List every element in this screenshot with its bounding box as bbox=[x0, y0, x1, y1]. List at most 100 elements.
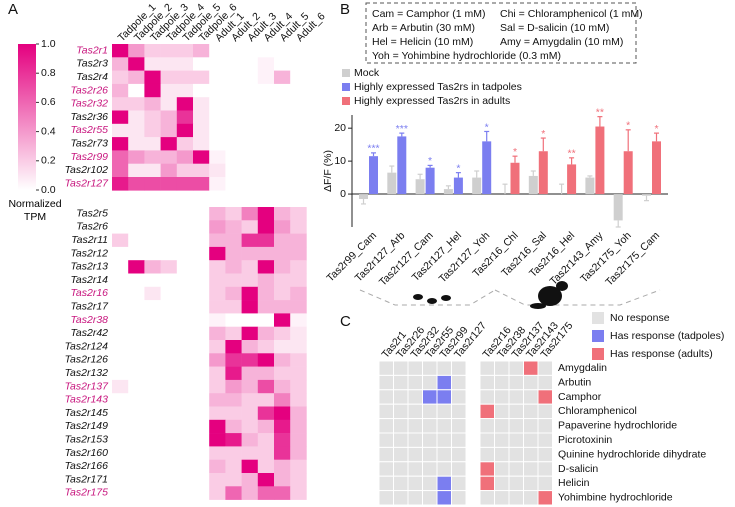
heat-cell bbox=[112, 246, 129, 261]
bar bbox=[623, 151, 633, 195]
heat-cell bbox=[193, 246, 210, 261]
legend-label: Highly expressed Tas2rs in adults bbox=[354, 95, 510, 107]
heat-cell bbox=[193, 353, 210, 367]
heat-cell bbox=[144, 233, 161, 248]
response-cell bbox=[508, 490, 524, 506]
heat-cell bbox=[274, 273, 291, 288]
heat-cell bbox=[144, 207, 161, 221]
bar bbox=[567, 164, 577, 195]
heat-cell bbox=[176, 273, 194, 288]
response-cell bbox=[451, 475, 467, 492]
response-cell bbox=[537, 403, 553, 420]
response-cell bbox=[479, 475, 495, 492]
heat-cell bbox=[257, 57, 275, 71]
heat-cell bbox=[274, 44, 291, 58]
row-label: Picrotoxinin bbox=[558, 434, 612, 446]
response-cell bbox=[378, 389, 394, 405]
row-label: Yohimbine hydrochloride bbox=[558, 492, 673, 504]
heat-cell bbox=[257, 459, 275, 474]
heat-cell bbox=[144, 163, 161, 178]
row-label: Quinine hydrochloride dihydrate bbox=[558, 448, 706, 460]
heat-cell bbox=[176, 433, 194, 447]
heat-cell bbox=[112, 97, 129, 111]
significance: *** bbox=[367, 143, 379, 155]
heat-cell bbox=[144, 246, 161, 261]
response-cell bbox=[537, 475, 553, 492]
heat-cell bbox=[241, 110, 259, 125]
heat-cell bbox=[290, 486, 307, 500]
heat-cell bbox=[193, 273, 210, 288]
heat-cell bbox=[225, 97, 242, 111]
response-cell bbox=[479, 490, 495, 506]
heat-cell bbox=[144, 433, 161, 447]
heat-cell bbox=[112, 473, 129, 487]
response-cell bbox=[407, 403, 423, 420]
heat-cell bbox=[290, 419, 307, 434]
row-label: Papaverine hydrochloride bbox=[558, 420, 677, 432]
heat-cell bbox=[274, 340, 291, 354]
heat-cell bbox=[257, 110, 275, 125]
response-cell bbox=[393, 461, 409, 477]
heat-cell bbox=[128, 406, 145, 421]
row-label: Helicin bbox=[558, 477, 590, 489]
heat-cell bbox=[193, 137, 210, 151]
heat-cell bbox=[144, 459, 161, 474]
heat-cell bbox=[290, 246, 307, 261]
heat-cell bbox=[112, 70, 129, 85]
response-cell bbox=[508, 475, 524, 492]
heat-cell bbox=[225, 137, 242, 151]
row-label: Tas2r32 bbox=[70, 98, 108, 110]
heat-cell bbox=[257, 177, 275, 191]
heat-cell bbox=[144, 273, 161, 288]
heat-cell bbox=[274, 300, 291, 314]
heat-cell bbox=[225, 446, 242, 460]
heat-cell bbox=[274, 353, 291, 367]
response-cell bbox=[494, 490, 510, 506]
heat-cell bbox=[225, 473, 242, 487]
heat-cell bbox=[160, 233, 178, 248]
heat-cell bbox=[290, 340, 307, 354]
colorbar-label: Normalized TPM bbox=[8, 198, 62, 223]
heat-cell bbox=[193, 44, 210, 58]
note: Yoh = Yohimbine hydrochloride (0.3 mM) bbox=[372, 50, 561, 62]
heat-cell bbox=[290, 163, 307, 178]
response-cell bbox=[537, 389, 553, 405]
bar bbox=[415, 179, 425, 195]
heat-cell bbox=[257, 340, 275, 354]
response-cell bbox=[523, 490, 539, 506]
heat-cell bbox=[274, 379, 291, 394]
heat-cell bbox=[290, 433, 307, 447]
heat-cell bbox=[144, 70, 161, 85]
heat-cell bbox=[112, 110, 129, 125]
heat-cell bbox=[274, 433, 291, 447]
heat-cell bbox=[241, 379, 259, 394]
panel-label: C bbox=[340, 313, 351, 330]
heat-cell bbox=[193, 313, 210, 327]
response-cell bbox=[451, 389, 467, 405]
heat-cell bbox=[193, 207, 210, 221]
row-label: D-salicin bbox=[558, 463, 598, 475]
heat-cell bbox=[193, 393, 210, 407]
response-cell bbox=[494, 461, 510, 477]
heat-cell bbox=[128, 433, 145, 447]
row-label: Tas2r5 bbox=[76, 207, 108, 219]
heat-cell bbox=[128, 313, 145, 327]
heat-cell bbox=[241, 177, 259, 191]
heat-cell bbox=[193, 486, 210, 500]
heat-cell bbox=[160, 97, 178, 111]
heat-cell bbox=[241, 366, 259, 381]
heat-cell bbox=[209, 97, 226, 111]
row-label: Tas2r132 bbox=[65, 367, 109, 379]
heat-cell bbox=[241, 340, 259, 354]
heat-cell bbox=[128, 260, 145, 274]
heat-cell bbox=[290, 326, 307, 341]
response-cell bbox=[422, 403, 438, 420]
heat-cell bbox=[209, 393, 226, 407]
heat-cell bbox=[209, 110, 226, 125]
heat-cell bbox=[128, 419, 145, 434]
bar bbox=[359, 194, 368, 199]
bar bbox=[585, 177, 595, 195]
response-cell bbox=[523, 360, 539, 376]
heat-cell bbox=[144, 393, 161, 407]
